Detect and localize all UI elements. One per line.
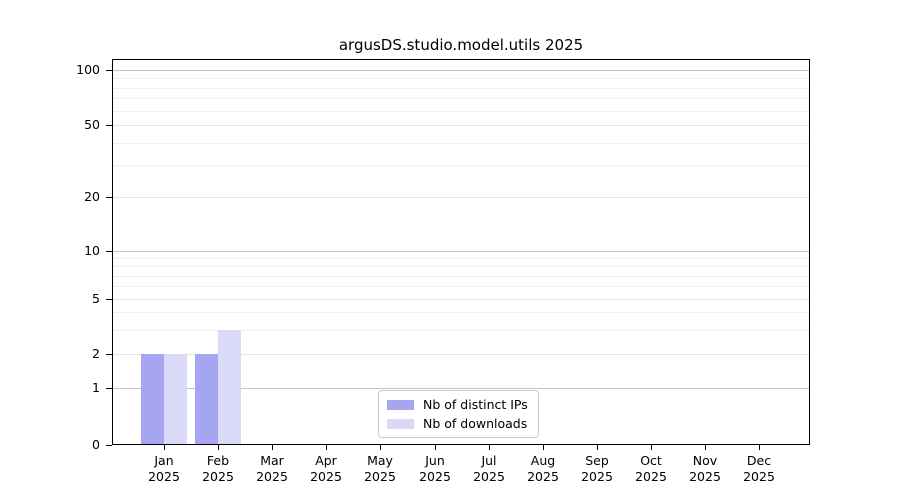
x-tick-apr — [326, 445, 327, 450]
x-tick-sep — [597, 445, 598, 450]
x-tick-label-jun: Jun 2025 — [419, 453, 451, 484]
x-tick-jan — [164, 445, 165, 450]
x-tick-label-dec: Dec 2025 — [743, 453, 775, 484]
x-tick-label-sep: Sep 2025 — [581, 453, 613, 484]
bar-distinct-ips-feb — [195, 354, 218, 444]
y-tick-label-10: 10 — [84, 243, 100, 258]
x-tick-jun — [435, 445, 436, 450]
y-tick-5 — [106, 299, 112, 300]
y-gridline-minor-9 — [113, 258, 809, 259]
y-gridline-50 — [113, 125, 809, 126]
x-tick-may — [380, 445, 381, 450]
y-gridline-minor-90 — [113, 78, 809, 79]
bar-downloads-jan — [164, 354, 187, 444]
y-gridline-minor-30 — [113, 165, 809, 166]
y-gridline-minor-40 — [113, 143, 809, 144]
x-tick-mar — [272, 445, 273, 450]
y-tick-label-1: 1 — [92, 380, 100, 395]
y-gridline-10 — [113, 251, 809, 252]
y-tick-20 — [106, 197, 112, 198]
x-tick-label-oct: Oct 2025 — [635, 453, 667, 484]
x-tick-dec — [759, 445, 760, 450]
y-tick-label-50: 50 — [84, 117, 100, 132]
y-gridline-100 — [113, 70, 809, 71]
y-tick-label-20: 20 — [84, 189, 100, 204]
y-gridline-minor-4 — [113, 312, 809, 313]
y-gridline-2 — [113, 354, 809, 355]
y-tick-10 — [106, 251, 112, 252]
y-gridline-20 — [113, 197, 809, 198]
bar-distinct-ips-jan — [141, 354, 164, 444]
y-tick-label-2: 2 — [92, 346, 100, 361]
legend-label-downloads: Nb of downloads — [423, 416, 528, 431]
x-tick-aug — [543, 445, 544, 450]
x-tick-label-jul: Jul 2025 — [473, 453, 505, 484]
y-gridline-minor-3 — [113, 330, 809, 331]
legend-row-downloads: Nb of downloads — [387, 416, 528, 431]
chart-title: argusDS.studio.model.utils 2025 — [338, 36, 584, 54]
y-gridline-minor-6 — [113, 286, 809, 287]
y-gridline-1 — [113, 388, 809, 389]
y-tick-label-5: 5 — [92, 291, 100, 306]
y-tick-label-0: 0 — [92, 437, 100, 452]
plot-area — [112, 59, 810, 445]
y-gridline-minor-7 — [113, 276, 809, 277]
x-tick-nov — [705, 445, 706, 450]
y-gridline-minor-80 — [113, 88, 809, 89]
x-tick-oct — [651, 445, 652, 450]
legend-label-distinct-ips: Nb of distinct IPs — [423, 397, 528, 412]
x-tick-label-mar: Mar 2025 — [256, 453, 288, 484]
y-tick-1 — [106, 388, 112, 389]
y-tick-0 — [106, 445, 112, 446]
y-gridline-minor-8 — [113, 266, 809, 267]
bar-downloads-feb — [218, 330, 241, 444]
y-tick-50 — [106, 125, 112, 126]
legend-row-distinct-ips: Nb of distinct IPs — [387, 397, 528, 412]
y-tick-label-100: 100 — [76, 62, 100, 77]
legend-swatch-distinct-ips — [387, 399, 414, 410]
x-tick-label-aug: Aug 2025 — [527, 453, 559, 484]
x-tick-label-may: May 2025 — [364, 453, 396, 484]
y-gridline-minor-70 — [113, 98, 809, 99]
x-tick-label-apr: Apr 2025 — [310, 453, 342, 484]
x-tick-jul — [489, 445, 490, 450]
x-tick-feb — [218, 445, 219, 450]
legend: Nb of distinct IPs Nb of downloads — [378, 390, 539, 438]
y-gridline-minor-60 — [113, 111, 809, 112]
x-tick-label-feb: Feb 2025 — [202, 453, 234, 484]
y-tick-2 — [106, 354, 112, 355]
x-tick-label-nov: Nov 2025 — [689, 453, 721, 484]
y-tick-100 — [106, 70, 112, 71]
x-tick-label-jan: Jan 2025 — [148, 453, 180, 484]
legend-swatch-downloads — [387, 418, 414, 429]
y-gridline-5 — [113, 299, 809, 300]
